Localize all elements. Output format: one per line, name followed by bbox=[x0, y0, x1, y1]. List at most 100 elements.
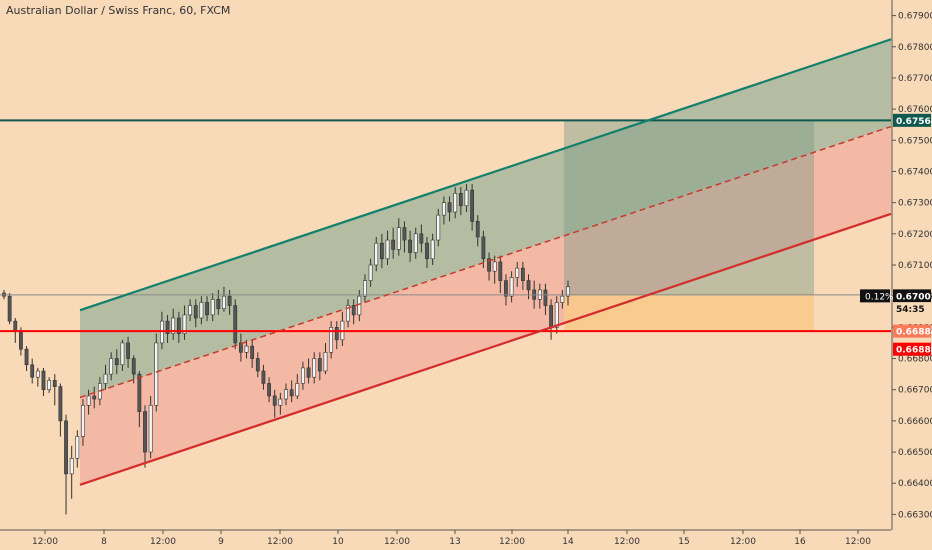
time-tick-label: 15 bbox=[678, 537, 689, 547]
candle-body bbox=[126, 342, 130, 359]
candle-body bbox=[165, 320, 170, 334]
time-axis[interactable]: 12:00 8 12:00 9 12:00 10 12:00 13 12:00 14 12:00 15… bbox=[0, 529, 891, 547]
candle-body bbox=[520, 267, 525, 281]
time-tick-label: 9 bbox=[218, 537, 224, 547]
price-tick-label: 0.67100 bbox=[898, 261, 932, 271]
candle-body bbox=[205, 302, 209, 316]
price-label: 0.67001 bbox=[896, 292, 932, 302]
price-tick-label: 0.66300 bbox=[898, 510, 932, 520]
time-tick-label: 12:00 bbox=[499, 537, 525, 547]
candle-body bbox=[199, 302, 204, 319]
candle-body bbox=[458, 192, 463, 207]
channel-mid-line[interactable] bbox=[79, 125, 892, 399]
candle-body bbox=[233, 305, 238, 344]
candle-body bbox=[396, 227, 401, 250]
candle-body bbox=[560, 295, 565, 303]
candle-body bbox=[227, 295, 232, 306]
price-tick-label: 0.67500 bbox=[898, 136, 932, 146]
price-label-bg bbox=[893, 324, 931, 338]
time-tick-label: 12:00 bbox=[32, 537, 58, 547]
candle-body bbox=[436, 214, 441, 241]
candle-body bbox=[470, 189, 475, 222]
channel-lower-line[interactable] bbox=[79, 212, 892, 486]
time-tick-label: 10 bbox=[332, 537, 344, 547]
candle-body bbox=[267, 383, 271, 397]
candle-body bbox=[453, 192, 458, 213]
candle-body bbox=[41, 370, 46, 391]
candle-body bbox=[188, 305, 193, 316]
candle-body bbox=[137, 373, 142, 412]
candle-body bbox=[413, 233, 418, 253]
candle-body bbox=[549, 305, 553, 328]
candle-body bbox=[143, 411, 147, 453]
time-tick-label: 12:00 bbox=[150, 537, 176, 547]
lines-layer bbox=[0, 38, 892, 486]
price-label-bg bbox=[893, 113, 931, 127]
price-label: 54:35 bbox=[896, 305, 925, 315]
channel-upper-line[interactable] bbox=[79, 38, 892, 312]
candle-body bbox=[103, 373, 108, 384]
candle-body bbox=[430, 239, 435, 260]
candle-body bbox=[114, 358, 119, 366]
price-tick-label: 0.67600 bbox=[898, 105, 932, 115]
candle-body bbox=[323, 351, 328, 372]
candle-body bbox=[182, 314, 187, 334]
candle-body bbox=[301, 367, 305, 384]
candle-body bbox=[176, 317, 181, 334]
candle-body bbox=[408, 239, 412, 253]
time-tick-label: 12:00 bbox=[384, 537, 410, 547]
chart-title: Australian Dollar / Swiss Franc, 60, FXC… bbox=[6, 4, 231, 17]
time-tick-label: 14 bbox=[562, 537, 574, 547]
candle-body bbox=[419, 233, 424, 244]
channel-lower-fill bbox=[80, 126, 891, 485]
candle-body bbox=[284, 389, 288, 400]
price-tick-label: 0.67300 bbox=[898, 199, 932, 209]
price-axis[interactable]: 0.67900 0.67800 0.67700 0.67600 0.67500 0.674… bbox=[860, 0, 932, 550]
candle-body bbox=[515, 267, 520, 278]
candle-body bbox=[379, 242, 384, 260]
candle-body bbox=[86, 395, 91, 406]
price-tick-label: 0.67200 bbox=[898, 230, 932, 240]
candle-body bbox=[24, 348, 29, 366]
profit-zone[interactable] bbox=[564, 120, 814, 295]
price-label: 0.66888 bbox=[896, 346, 932, 356]
candle-body bbox=[385, 239, 390, 260]
time-tick-label: 8 bbox=[101, 537, 107, 547]
candle-body bbox=[58, 386, 63, 422]
candle-body bbox=[391, 239, 396, 250]
price-label: 0.67564 bbox=[896, 117, 932, 127]
candle-body bbox=[216, 298, 221, 309]
price-label: 0.66888 bbox=[896, 328, 932, 338]
candle-body bbox=[374, 242, 379, 266]
candle-body bbox=[30, 364, 35, 378]
candle-body bbox=[171, 317, 176, 334]
candle-body bbox=[109, 358, 114, 375]
candle-body bbox=[543, 289, 548, 306]
candle-body bbox=[75, 436, 80, 459]
candle-body bbox=[402, 227, 407, 241]
price-tick-label: 0.67400 bbox=[898, 167, 932, 177]
price-tick-label: 0.66400 bbox=[898, 479, 932, 489]
candle-body bbox=[154, 342, 159, 406]
price-tick-label: 0.67800 bbox=[898, 43, 932, 53]
time-tick-label: 12:00 bbox=[730, 537, 756, 547]
candle-body bbox=[64, 420, 68, 475]
candle-body bbox=[447, 202, 452, 213]
candle-body bbox=[92, 395, 97, 400]
candle-body bbox=[289, 389, 294, 397]
price-tick-label: 0.66600 bbox=[898, 417, 932, 427]
price-tick-label: 0.67900 bbox=[898, 12, 932, 22]
candle-body bbox=[312, 358, 317, 378]
candle-body bbox=[278, 398, 283, 406]
risk-zone[interactable] bbox=[564, 294, 814, 332]
price-axis-bg bbox=[892, 0, 932, 550]
candle-body bbox=[238, 342, 243, 353]
candle-body bbox=[250, 345, 255, 359]
candle-body bbox=[7, 295, 12, 322]
candle-body bbox=[35, 370, 40, 378]
candle-body bbox=[19, 330, 23, 350]
candle-body bbox=[52, 380, 57, 387]
candle-body bbox=[255, 358, 260, 372]
candle-body bbox=[13, 320, 18, 331]
